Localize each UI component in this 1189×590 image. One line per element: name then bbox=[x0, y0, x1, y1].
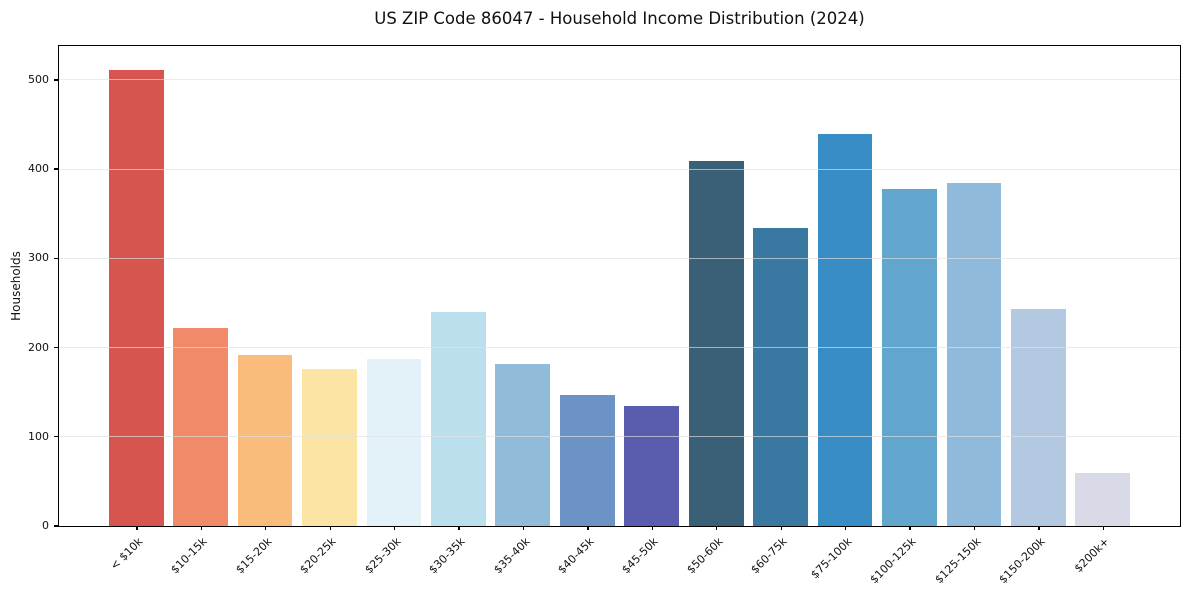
bar-50-60k bbox=[688, 161, 744, 526]
plot-area: 0 100 200 300 400 500 < $10k $10-15k $15-20k $20-… bbox=[28, 45, 1181, 586]
x-tick-label: $125-150k bbox=[931, 535, 984, 587]
x-tick-label: $45-50k bbox=[619, 535, 661, 577]
y-tick-label: 200 bbox=[28, 340, 49, 354]
bar-slot: $40-45k bbox=[555, 46, 619, 576]
bar-slot: $10-15k bbox=[168, 46, 232, 576]
bar-30-35k bbox=[431, 311, 486, 526]
bar-slot: $60-75k bbox=[748, 46, 812, 576]
x-tick-label: $25-30k bbox=[361, 535, 404, 577]
bar-slot: $15-20k bbox=[233, 46, 297, 576]
bar-35-40k bbox=[495, 363, 551, 526]
bar-60-75k bbox=[753, 228, 808, 526]
x-axis-tick bbox=[973, 526, 976, 530]
bar-45-50k bbox=[624, 405, 680, 526]
bar-slot: $25-30k bbox=[362, 46, 426, 576]
y-axis-tick bbox=[53, 168, 59, 170]
x-axis-tick bbox=[845, 526, 847, 530]
y-axis-tick bbox=[53, 346, 59, 349]
bar-slot: $20-25k bbox=[297, 46, 361, 576]
bar-slot: $100-125k bbox=[868, 46, 941, 586]
x-axis-tick bbox=[909, 526, 911, 530]
x-tick-label: $200k+ bbox=[1071, 535, 1112, 576]
bar-slot: $75-100k bbox=[808, 46, 877, 581]
bar-slot: $50-60k bbox=[684, 46, 748, 576]
y-axis-tick bbox=[53, 525, 59, 527]
x-axis-tick bbox=[265, 526, 267, 530]
y-axis-tick bbox=[53, 257, 59, 259]
x-axis-tick bbox=[458, 526, 460, 530]
x-axis-tick bbox=[716, 526, 718, 530]
y-tick-label: 0 bbox=[42, 519, 49, 532]
x-axis-tick bbox=[780, 526, 782, 530]
y-tick-label: 100 bbox=[28, 429, 49, 443]
bar-10-15k bbox=[173, 327, 229, 526]
bar-10k bbox=[108, 70, 164, 526]
x-axis-tick bbox=[522, 526, 525, 530]
x-tick-label: $100-125k bbox=[867, 535, 919, 587]
bars-row: < $10k $10-15k $15-20k $20-25k $25-30k $30-35… bbox=[59, 46, 1180, 586]
chart-title: US ZIP Code 86047 - Household Income Dis… bbox=[374, 9, 865, 28]
x-tick-label: $50-60k bbox=[684, 535, 726, 577]
bar-200k bbox=[1075, 473, 1131, 526]
bar-150-200k bbox=[1010, 309, 1066, 526]
y-axis-tick bbox=[53, 79, 59, 81]
x-axis-tick bbox=[200, 526, 202, 530]
x-axis-tick bbox=[393, 526, 396, 530]
y-tick-label: 300 bbox=[28, 251, 49, 265]
y-axis-tick bbox=[53, 436, 59, 438]
x-tick-label: $40-45k bbox=[555, 535, 597, 577]
bar-slot: $200k+ bbox=[1071, 46, 1135, 575]
x-tick-label: $20-25k bbox=[297, 535, 339, 577]
x-tick-label: $15-20k bbox=[233, 535, 275, 577]
bar-slot: $30-35k bbox=[426, 46, 490, 576]
x-tick-label: $60-75k bbox=[748, 535, 790, 577]
bar-20-25k bbox=[302, 368, 357, 526]
x-axis-tick bbox=[1038, 526, 1040, 530]
x-axis-tick bbox=[587, 526, 589, 530]
bar-100-125k bbox=[882, 188, 937, 526]
x-tick-label: $10-15k bbox=[168, 535, 210, 577]
bar-slot: $125-150k bbox=[932, 46, 1006, 586]
x-tick-label: $75-100k bbox=[808, 535, 855, 582]
y-tick-label: 400 bbox=[28, 162, 49, 176]
x-axis-tick bbox=[651, 526, 654, 530]
bar-40-45k bbox=[559, 394, 615, 526]
x-axis-tick bbox=[1102, 526, 1105, 530]
x-axis-tick bbox=[329, 526, 331, 530]
x-axis-tick bbox=[136, 526, 138, 530]
bar-25-30k bbox=[366, 359, 422, 526]
bar-75-100k bbox=[817, 134, 873, 526]
x-tick-label: $150-200k bbox=[996, 535, 1048, 587]
x-tick-label: $35-40k bbox=[490, 535, 533, 577]
x-tick-label: < $10k bbox=[107, 535, 146, 573]
bar-slot: < $10k bbox=[104, 46, 168, 573]
bar-slot: $35-40k bbox=[491, 46, 555, 576]
y-tick-label: 500 bbox=[28, 72, 49, 86]
x-tick-label: $30-35k bbox=[426, 535, 468, 577]
bar-125-150k bbox=[946, 183, 1002, 526]
bar-15-20k bbox=[237, 354, 293, 526]
bar-slot: $150-200k bbox=[996, 46, 1070, 586]
bar-slot: $45-50k bbox=[620, 46, 684, 576]
